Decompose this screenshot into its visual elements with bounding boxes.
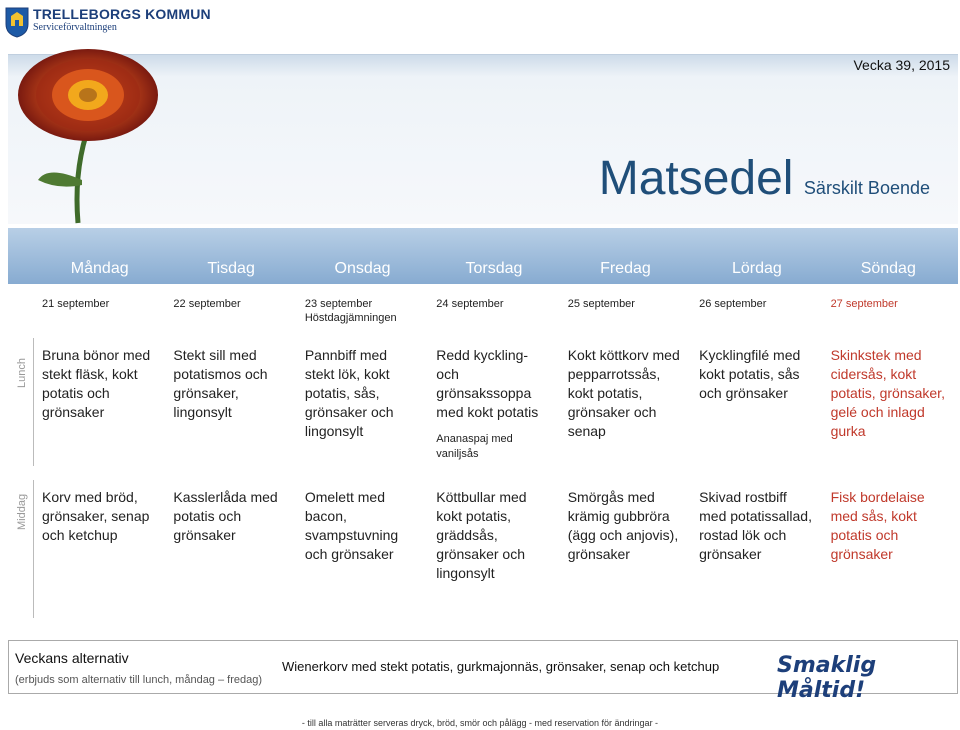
logo-title: TRELLEBORGS KOMMUN <box>33 6 211 22</box>
lunch-label: Lunch <box>8 338 34 466</box>
day-sunday: Söndag <box>860 260 916 277</box>
municipality-logo: TRELLEBORGS KOMMUN Serviceförvaltningen <box>5 6 211 38</box>
greeting-text: Smaklig Måltid! <box>777 653 877 703</box>
lunch-row: Lunch Bruna bönor med stekt fläsk, kokt … <box>8 338 958 466</box>
day-friday: Fredag <box>600 260 651 277</box>
lunch-cell: Pannbiff med stekt lök, kokt potatis, så… <box>304 347 394 439</box>
dinner-cell: Smörgås med krämig gubbröra (ägg och anj… <box>567 489 679 562</box>
weekly-alternative-box: Veckans alternativ (erbjuds som alternat… <box>8 640 958 703</box>
dinner-cell: Omelett med bacon, svampstuvning och grö… <box>304 489 399 562</box>
date-cell: 25 september <box>567 298 635 310</box>
lunch-cell: Stekt sill med potatismos och grönsaker,… <box>173 347 268 420</box>
footer-note: - till alla maträtter serveras dryck, br… <box>301 718 659 728</box>
day-thursday: Torsdag <box>465 260 523 277</box>
date-cell: 23 september Höstdagjämningen <box>304 298 397 324</box>
week-label: Vecka 39, 2015 <box>853 57 950 73</box>
date-cell: 22 september <box>173 298 241 310</box>
dinner-cell: Skivad rostbiff med potatissallad, rosta… <box>699 489 812 562</box>
day-tuesday: Tisdag <box>207 260 255 277</box>
logo-subtitle: Serviceförvaltningen <box>33 22 117 33</box>
date-cell: 26 september <box>699 298 767 310</box>
date-cell: 24 september <box>436 298 504 310</box>
dessert-note: Ananaspaj med vaniljsås <box>436 433 513 460</box>
dinner-row: Middag Korv med bröd, grönsaker, senap o… <box>8 480 958 618</box>
dinner-cell: Kasslerlåda med potatis och grönsaker <box>173 489 278 543</box>
menu-subtitle: Särskilt Boende <box>803 178 930 198</box>
lunch-cell: Kycklingfilé med kokt potatis, sås och g… <box>699 347 801 401</box>
lunch-cell: Skinkstek med cidersås, kokt potatis, gr… <box>830 347 945 439</box>
marigold-flower-image <box>18 49 158 224</box>
date-cell: 21 september <box>42 298 110 310</box>
dinner-cell: Korv med bröd, grönsaker, senap och ketc… <box>42 489 150 543</box>
lunch-cell: Bruna bönor med stekt fläsk, kokt potati… <box>42 347 151 420</box>
day-wednesday: Onsdag <box>334 260 391 277</box>
lunch-cell: Kokt köttkorv med pepparrotssås, kokt po… <box>567 347 680 439</box>
alternative-note: (erbjuds som alternativ till lunch, månd… <box>15 674 263 686</box>
menu-title: Matsedel <box>598 152 794 205</box>
header-band: Vecka 39, 2015 Matsedel Särskilt Boende <box>8 49 958 224</box>
alternative-dish: Wienerkorv med stekt potatis, gurkmajonn… <box>282 659 720 674</box>
date-cell: 27 september <box>830 298 898 310</box>
dinner-cell: Köttbullar med kokt potatis, gräddsås, g… <box>436 489 527 581</box>
dinner-label: Middag <box>8 480 34 618</box>
weekday-header: Måndag Tisdag Onsdag Torsdag Fredag Lörd… <box>8 228 958 284</box>
date-note: Höstdagjämningen <box>304 312 397 324</box>
dinner-cell: Fisk bordelaise med sås, kokt potatis oc… <box>830 489 925 562</box>
day-monday: Måndag <box>70 260 129 277</box>
lunch-cell: Redd kyckling- och grönsakssoppa med kok… <box>428 338 559 466</box>
day-saturday: Lördag <box>731 260 782 277</box>
crest-icon <box>5 7 29 38</box>
alternative-title: Veckans alternativ <box>15 650 129 666</box>
dates-row: 21 september 22 september 23 september Hö… <box>8 291 958 331</box>
page-title: Matsedel Särskilt Boende <box>599 151 930 206</box>
